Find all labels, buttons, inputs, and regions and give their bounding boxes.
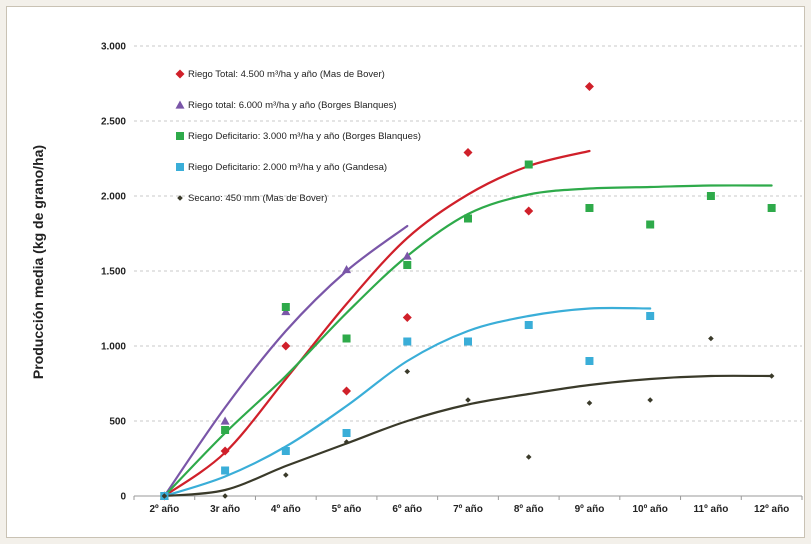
series-trend-line: [163, 306, 652, 498]
data-point: [463, 148, 473, 157]
data-point: [175, 69, 185, 79]
y-tick-label: 1.000: [101, 342, 126, 353]
x-tick-label: 4º año: [271, 504, 301, 515]
y-tick-label: 500: [109, 417, 126, 428]
data-point: [464, 337, 472, 346]
data-point: [402, 313, 412, 322]
data-point: [281, 341, 291, 351]
legend-label: Riego Deficitario: 3.000 m³/ha y año (Bo…: [188, 131, 421, 142]
data-point: [586, 400, 593, 406]
y-tick-label: 3.000: [101, 42, 126, 53]
data-point: [342, 429, 351, 437]
data-point: [176, 132, 184, 140]
data-point: [706, 192, 715, 200]
legend-label: Secano: 450 mm (Mas de Bover): [188, 193, 327, 204]
data-point: [403, 337, 412, 346]
data-point: [281, 307, 291, 316]
data-point: [585, 357, 594, 365]
legend-label: Riego total: 6.000 m³/ha y año (Borges B…: [188, 100, 397, 111]
data-point: [177, 195, 183, 201]
data-point: [708, 335, 714, 342]
series-trend-line: [163, 149, 591, 498]
y-tick-label: 2.000: [101, 192, 126, 203]
legend-label: Riego Deficitario: 2.000 m³/ha y año (Ga…: [188, 162, 387, 173]
legend: Riego Total: 4.500 m³/ha y año (Mas de B…: [175, 69, 421, 204]
data-points: [159, 82, 776, 501]
data-point: [403, 261, 412, 269]
y-tick-label: 0: [120, 492, 126, 503]
data-point: [221, 426, 230, 434]
data-point: [768, 373, 775, 379]
data-point: [175, 100, 185, 109]
data-point: [524, 160, 533, 169]
x-tick-label: 10º año: [633, 504, 668, 515]
data-point: [465, 397, 471, 403]
data-point: [524, 206, 534, 216]
data-point: [342, 265, 352, 274]
trend-lines: [163, 149, 773, 498]
data-point: [342, 334, 351, 343]
data-point: [585, 204, 594, 212]
data-point: [220, 416, 230, 425]
x-tick-label: 7º año: [453, 504, 483, 515]
chart-frame: 0 500 1.000 1.500 2.000 2.500 3.000 2º año 3r a…: [6, 6, 805, 538]
legend-label: Riego Total: 4.500 m³/ha y año (Mas de B…: [188, 69, 385, 80]
data-point: [464, 214, 472, 223]
y-axis: 0 500 1.000 1.500 2.000 2.500 3.000: [101, 42, 126, 503]
x-tick-label: 11º año: [694, 504, 729, 515]
data-point: [161, 493, 168, 499]
data-point: [646, 312, 655, 320]
data-point: [584, 82, 594, 91]
data-point: [220, 446, 230, 456]
chart: 0 500 1.000 1.500 2.000 2.500 3.000 2º año 3r a…: [30, 42, 803, 515]
x-tick-label: 6º año: [392, 504, 422, 515]
x-tick-label: 5º año: [332, 504, 362, 515]
data-point: [343, 439, 350, 445]
data-point: [525, 454, 532, 460]
data-point: [402, 251, 412, 260]
y-axis-title: Producción media (kg de grano/ha): [30, 145, 46, 379]
data-point: [283, 472, 289, 478]
data-point: [221, 466, 230, 475]
x-tick-label: 9º año: [575, 504, 605, 515]
data-point: [281, 447, 290, 455]
data-point: [647, 397, 653, 403]
x-axis: 2º año 3r año 4º año 5º año 6º año 7º año 8º a…: [133, 495, 803, 515]
series-trend-line: [163, 184, 773, 498]
data-point: [524, 321, 533, 329]
data-point: [767, 204, 776, 212]
data-point: [176, 163, 184, 171]
y-tick-label: 2.500: [101, 117, 126, 128]
data-point: [342, 386, 352, 396]
x-tick-label: 3r año: [210, 504, 240, 515]
series-trend-line: [163, 374, 773, 498]
x-tick-label: 8º año: [514, 504, 544, 515]
data-point: [646, 220, 655, 229]
data-point: [281, 303, 290, 311]
series-trend-line: [163, 224, 409, 498]
x-tick-label: 2º año: [149, 504, 179, 515]
data-point: [222, 493, 228, 499]
data-point: [404, 368, 411, 375]
x-tick-label: 12º año: [754, 504, 789, 515]
y-tick-label: 1.500: [101, 267, 126, 278]
